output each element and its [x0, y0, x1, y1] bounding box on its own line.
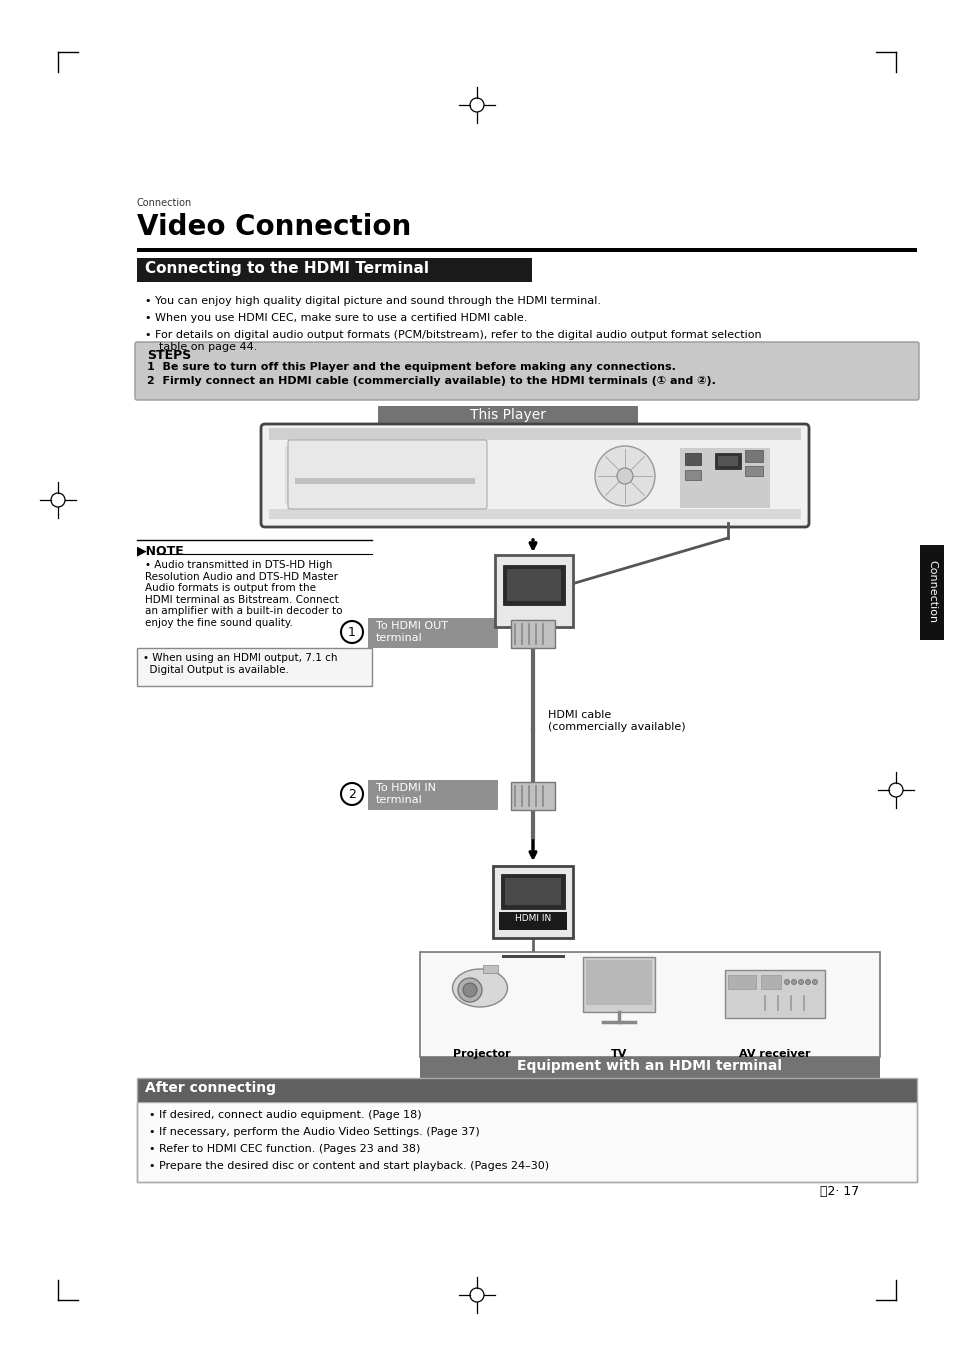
Bar: [500, 873, 564, 909]
Text: 2: 2: [348, 787, 355, 801]
Text: 1  Be sure to turn off this Player and the equipment before making any connectio: 1 Be sure to turn off this Player and th…: [147, 362, 675, 373]
Text: • Refer to HDMI CEC function. (Pages 23 and 38): • Refer to HDMI CEC function. (Pages 23 …: [149, 1143, 420, 1154]
Bar: [137, 1079, 916, 1102]
Text: 2  Firmly connect an HDMI cable (commercially available) to the HDMI terminals (: 2 Firmly connect an HDMI cable (commerci…: [147, 377, 715, 386]
Text: ▶NOTE: ▶NOTE: [137, 544, 185, 558]
Bar: [504, 878, 560, 904]
Bar: [502, 566, 564, 605]
Bar: [368, 780, 497, 810]
Circle shape: [798, 980, 802, 984]
Bar: [137, 248, 916, 252]
Bar: [744, 466, 762, 477]
Text: HDMI cable
(commercially available): HDMI cable (commercially available): [547, 710, 685, 732]
Circle shape: [804, 980, 810, 984]
Text: • When you use HDMI CEC, make sure to use a certified HDMI cable.: • When you use HDMI CEC, make sure to us…: [145, 313, 527, 323]
FancyBboxPatch shape: [288, 440, 486, 509]
FancyBboxPatch shape: [135, 342, 918, 400]
Text: Equipment with an HDMI terminal: Equipment with an HDMI terminal: [517, 1058, 781, 1073]
Bar: [724, 971, 824, 1018]
Text: • If desired, connect audio equipment. (Page 18): • If desired, connect audio equipment. (…: [149, 1110, 421, 1120]
Text: • You can enjoy high quality digital picture and sound through the HDMI terminal: • You can enjoy high quality digital pic…: [145, 296, 600, 306]
Text: Connection: Connection: [137, 198, 193, 208]
Text: After connecting: After connecting: [145, 1081, 275, 1095]
Bar: [498, 913, 566, 930]
Bar: [285, 446, 484, 504]
Bar: [744, 450, 762, 462]
Text: To HDMI IN
terminal: To HDMI IN terminal: [375, 783, 436, 805]
Bar: [269, 428, 801, 440]
Text: HDMI IN: HDMI IN: [515, 914, 551, 923]
Bar: [511, 620, 555, 648]
Bar: [269, 509, 801, 518]
Bar: [482, 965, 497, 973]
Circle shape: [791, 980, 796, 984]
Bar: [137, 648, 372, 686]
Bar: [714, 454, 740, 468]
Bar: [137, 258, 532, 282]
Text: STEPS: STEPS: [147, 350, 191, 362]
Text: 1: 1: [348, 625, 355, 639]
Bar: [585, 960, 651, 1004]
Bar: [419, 1057, 879, 1079]
Text: • Audio transmitted in DTS-HD High
Resolution Audio and DTS-HD Master
Audio form: • Audio transmitted in DTS-HD High Resol…: [145, 560, 342, 628]
Bar: [582, 957, 655, 1012]
Bar: [368, 618, 497, 648]
Bar: [137, 1079, 916, 1183]
Bar: [294, 478, 475, 485]
Circle shape: [595, 446, 655, 506]
Ellipse shape: [452, 969, 507, 1007]
Text: • For details on digital audio output formats (PCM/bitstream), refer to the digi: • For details on digital audio output fo…: [145, 329, 760, 351]
Bar: [684, 470, 700, 481]
Text: To HDMI OUT
terminal: To HDMI OUT terminal: [375, 621, 448, 643]
Circle shape: [617, 468, 633, 485]
Bar: [506, 568, 560, 601]
Bar: [718, 456, 738, 466]
Bar: [419, 952, 879, 1057]
Circle shape: [783, 980, 789, 984]
Bar: [137, 1102, 916, 1183]
Bar: [679, 448, 769, 508]
Text: TV: TV: [610, 1049, 626, 1058]
Text: Connecting to the HDMI Terminal: Connecting to the HDMI Terminal: [145, 261, 429, 275]
Bar: [493, 865, 573, 938]
Bar: [511, 782, 555, 810]
Text: • When using an HDMI output, 7.1 ch
  Digital Output is available.: • When using an HDMI output, 7.1 ch Digi…: [143, 653, 337, 675]
Circle shape: [812, 980, 817, 984]
Bar: [495, 555, 573, 626]
Text: AV receiver: AV receiver: [739, 1049, 810, 1058]
Text: Connection: Connection: [926, 560, 936, 624]
Bar: [760, 975, 781, 990]
Text: Video Connection: Video Connection: [137, 213, 411, 242]
Circle shape: [462, 983, 476, 998]
Text: • Prepare the desired disc or content and start playback. (Pages 24–30): • Prepare the desired disc or content an…: [149, 1161, 549, 1170]
Text: This Player: This Player: [470, 408, 545, 423]
Circle shape: [457, 977, 481, 1002]
Text: Projector: Projector: [453, 1049, 510, 1058]
Bar: [377, 406, 638, 428]
Bar: [137, 344, 916, 398]
Bar: [727, 975, 755, 990]
Text: • If necessary, perform the Audio Video Settings. (Page 37): • If necessary, perform the Audio Video …: [149, 1127, 479, 1137]
Bar: [919, 545, 943, 640]
FancyBboxPatch shape: [261, 424, 808, 526]
Bar: [684, 454, 700, 464]
Text: ␓2· 17: ␓2· 17: [820, 1185, 859, 1197]
